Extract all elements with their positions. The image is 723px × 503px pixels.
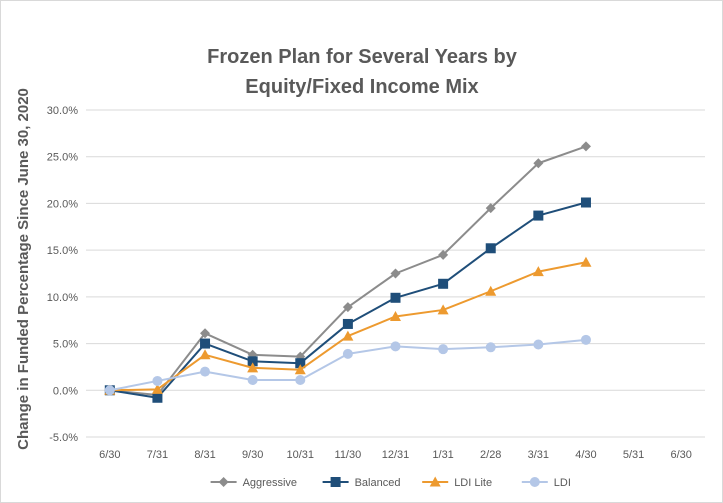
x-tick-label: 8/31 (194, 449, 215, 461)
legend-marker-balanced (330, 477, 341, 487)
data-point-aggressive (390, 268, 401, 279)
data-point-balanced (485, 243, 496, 254)
data-point-ldi (152, 375, 163, 386)
series-ldi-lite (104, 256, 592, 395)
legend-label: LDI Lite (454, 477, 492, 489)
y-axis-title: Change in Funded Percentage Since June 3… (15, 88, 32, 450)
x-tick-label: 7/31 (147, 449, 168, 461)
data-point-ldi-lite (199, 349, 211, 360)
data-point-balanced (390, 292, 401, 303)
y-tick-label: 30.0% (47, 105, 78, 117)
data-point-ldi (533, 339, 544, 350)
data-point-ldi-lite (151, 383, 163, 394)
series-aggressive (104, 141, 591, 400)
data-point-ldi (580, 334, 591, 345)
chart-title-line-1: Frozen Plan for Several Years by (207, 46, 518, 68)
x-tick-label: 3/31 (528, 449, 549, 461)
data-point-ldi (342, 348, 353, 359)
legend-marker-aggressive (218, 477, 229, 487)
data-point-ldi (200, 366, 211, 377)
series-ldi (104, 334, 591, 396)
data-point-balanced (533, 210, 544, 221)
gridlines (86, 109, 705, 438)
y-tick-label: 10.0% (47, 292, 78, 304)
x-tick-label: 9/30 (242, 449, 263, 461)
data-point-aggressive (438, 249, 449, 260)
x-tick-labels: 6/30 7/31 8/31 9/30 10/31 11/30 12/31 1/31 2/28 3… (99, 449, 692, 461)
data-point-ldi (247, 375, 258, 386)
legend-marker-ldi (529, 477, 540, 487)
x-tick-label: 10/31 (287, 449, 315, 461)
data-point-ldi-lite (532, 266, 544, 277)
y-tick-label: 25.0% (47, 152, 78, 164)
data-point-aggressive (200, 328, 211, 339)
data-point-balanced (152, 392, 163, 403)
y-tick-label: 20.0% (47, 198, 78, 210)
series-lines (104, 141, 592, 403)
data-point-balanced (247, 356, 258, 367)
chart-title-line-2: Equity/Fixed Income Mix (245, 76, 478, 98)
x-tick-label: 11/30 (335, 449, 362, 461)
legend-marker-ldi-lite (429, 476, 441, 487)
data-point-ldi-lite (437, 304, 449, 315)
series-line-balanced (109, 201, 587, 399)
data-point-ldi-lite (580, 256, 592, 267)
y-tick-label: 0.0% (53, 385, 78, 397)
x-tick-label: 6/30 (99, 449, 120, 461)
data-point-aggressive (485, 203, 496, 214)
data-point-ldi-lite (390, 310, 401, 321)
legend-label: Aggressive (243, 477, 297, 489)
x-tick-label: 2/28 (480, 449, 501, 461)
data-point-balanced (580, 197, 591, 208)
data-point-aggressive (342, 302, 353, 313)
legend: Aggressive Balanced LDI Lite LDI (210, 476, 571, 489)
data-point-balanced (342, 318, 353, 329)
data-point-aggressive (580, 141, 591, 152)
series-balanced (104, 197, 591, 403)
y-tick-labels: -5.0% 0.0% 5.0% 10.0% 15.0% 20.0% 25.0% 30.0% (47, 105, 78, 444)
data-point-ldi-lite (294, 364, 306, 375)
data-point-ldi (485, 342, 496, 353)
legend-item-ldi-lite: LDI Lite (422, 476, 492, 489)
legend-item-aggressive: Aggressive (210, 477, 297, 489)
x-tick-label: 4/30 (575, 449, 596, 461)
data-point-ldi-lite (342, 330, 354, 341)
legend-label: Balanced (355, 477, 401, 489)
x-tick-label: 5/31 (623, 449, 644, 461)
legend-item-balanced: Balanced (322, 477, 401, 489)
data-point-aggressive (533, 158, 544, 169)
y-tick-label: 15.0% (47, 245, 78, 257)
data-point-ldi-lite (485, 285, 497, 296)
data-point-ldi (390, 341, 401, 352)
y-tick-label: -5.0% (49, 432, 78, 444)
data-point-ldi-lite (247, 362, 259, 373)
data-point-balanced (200, 338, 211, 349)
data-point-balanced (295, 358, 306, 369)
data-point-balanced (438, 278, 449, 289)
legend-item-ldi: LDI (521, 477, 571, 489)
data-point-ldi (438, 344, 449, 355)
x-tick-label: 6/30 (670, 449, 691, 461)
x-tick-label: 12/31 (382, 449, 410, 461)
y-tick-label: 5.0% (53, 339, 78, 351)
data-point-ldi (295, 375, 306, 386)
data-point-ldi (104, 385, 115, 396)
legend-label: LDI (554, 477, 571, 489)
x-tick-label: 1/31 (432, 449, 453, 461)
